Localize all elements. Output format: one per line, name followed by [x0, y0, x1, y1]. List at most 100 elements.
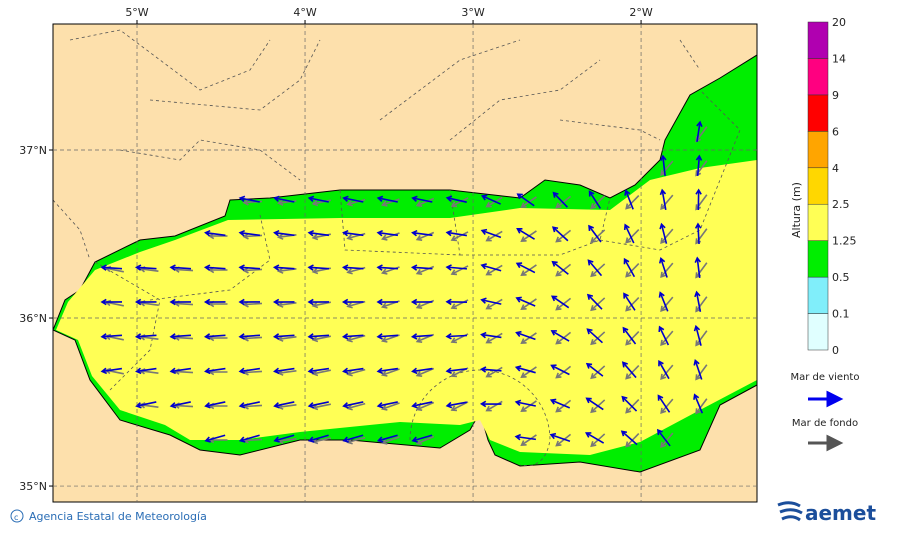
wave-arrow	[450, 231, 469, 242]
wave-arrow	[657, 394, 671, 413]
wave-arrow	[204, 229, 226, 237]
wave-arrow	[169, 367, 192, 375]
wave-arrow	[623, 292, 636, 311]
wave-arrow	[695, 330, 708, 347]
wave-arrow	[273, 229, 295, 237]
wave-arrow	[660, 330, 674, 347]
legend-level-label: 14	[832, 52, 846, 65]
legend-swatch	[807, 94, 829, 132]
wave-arrow	[411, 401, 433, 409]
wave-arrow	[695, 154, 703, 177]
legend-swatch	[807, 167, 829, 205]
wave-arrow	[586, 293, 603, 310]
wave-arrow	[381, 232, 400, 241]
y-tick-label: 35°N	[19, 480, 47, 493]
wave-arrow	[660, 364, 674, 381]
wave-arrow	[623, 223, 635, 244]
wave-arrow	[695, 188, 702, 211]
wave-arrow	[625, 364, 640, 380]
wave-arrow	[376, 229, 399, 237]
wave-arrow	[515, 296, 536, 307]
wave-arrow	[415, 265, 435, 276]
wave-arrow	[134, 333, 157, 340]
wave-arrow	[625, 194, 640, 210]
y-tick-label: 36°N	[19, 312, 47, 325]
legend-wind-sea: Mar de viento	[791, 372, 860, 383]
wave-arrow	[520, 332, 537, 344]
wave-arrow	[135, 367, 157, 375]
wave-arrow	[514, 365, 536, 374]
wave-arrow	[625, 262, 640, 278]
map-frame	[52, 23, 758, 503]
wave-arrow	[341, 298, 364, 306]
wave-arrow	[660, 194, 674, 211]
wave-arrow	[515, 262, 536, 274]
wave-arrow	[551, 260, 569, 275]
wave-arrow	[586, 328, 603, 344]
legend-swatch	[807, 276, 829, 314]
wave-arrow	[585, 397, 604, 411]
wave-arrow	[307, 333, 330, 340]
wave-arrow	[585, 432, 605, 444]
wave-arrow	[621, 361, 637, 379]
map	[53, 24, 757, 502]
wave-arrow	[585, 362, 604, 377]
wave-arrow	[307, 264, 330, 271]
wave-arrow	[658, 257, 668, 278]
wave-arrow	[588, 190, 602, 209]
wave-arrow	[381, 402, 400, 411]
swell-arrow	[808, 434, 844, 452]
wave-arrow	[169, 333, 192, 340]
wave-arrow	[169, 298, 192, 306]
legend: Altura (m) Mar de viento Mar de fondo 0 0…	[790, 16, 860, 452]
wave-arrow	[307, 298, 330, 306]
sea-core	[56, 160, 757, 455]
x-tick-label: 4°W	[293, 6, 316, 19]
wave-arrow	[479, 400, 502, 408]
wave-arrow	[515, 330, 536, 341]
wave-arrow	[376, 195, 398, 203]
wave-arrow	[480, 263, 502, 272]
wave-arrow	[659, 222, 668, 244]
wave-arrow	[695, 398, 708, 415]
wave-arrow	[694, 222, 702, 245]
wave-arrow	[341, 333, 364, 340]
wave-arrow	[376, 434, 398, 443]
wave-arrow	[659, 188, 667, 210]
wave-arrow	[660, 262, 674, 279]
wave-arrow	[238, 195, 260, 203]
x-tick-label: 5°W	[125, 6, 148, 19]
wave-arrow	[342, 367, 364, 375]
wave-arrow	[551, 226, 569, 242]
wave-arrow	[342, 401, 364, 409]
wave-arrow	[520, 366, 537, 378]
wave-arrow	[479, 366, 502, 373]
legend-level-label: 2.5	[832, 198, 850, 211]
wave-arrow	[587, 259, 603, 277]
wave-arrow	[693, 393, 704, 414]
wave-arrow	[485, 400, 503, 412]
x-tick-label: 3°W	[461, 6, 484, 19]
wave-arrow	[550, 295, 570, 309]
wave-arrow	[658, 325, 670, 346]
wave-arrow	[238, 333, 261, 340]
wave-arrow	[100, 264, 123, 271]
wave-arrow	[625, 228, 640, 244]
wave-arrow	[411, 434, 433, 443]
wave-arrow	[693, 324, 702, 346]
wave-arrow	[415, 401, 435, 412]
wave-arrow	[204, 367, 226, 375]
wave-arrow	[445, 367, 468, 374]
wave-arrow	[134, 298, 157, 306]
wave-arrow	[272, 333, 295, 340]
y-tick-label: 37°N	[19, 144, 47, 157]
wave-arrow	[307, 229, 330, 237]
wave-arrow	[658, 359, 670, 380]
wave-arrow	[411, 229, 433, 237]
wave-arrow	[135, 401, 157, 409]
legend-swatch	[807, 240, 829, 278]
legend-level-label: 20	[832, 16, 846, 29]
wave-arrow	[415, 197, 435, 208]
legend-level-label: 1.25	[832, 235, 857, 248]
wave-arrow	[204, 401, 226, 409]
